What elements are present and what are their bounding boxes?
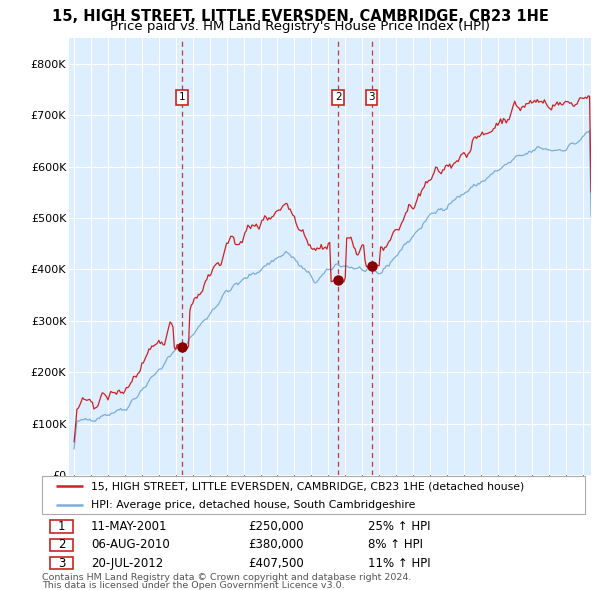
Text: 11-MAY-2001: 11-MAY-2001 [91,520,167,533]
Text: 8% ↑ HPI: 8% ↑ HPI [368,538,423,552]
Text: 2: 2 [58,538,65,552]
Text: 15, HIGH STREET, LITTLE EVERSDEN, CAMBRIDGE, CB23 1HE (detached house): 15, HIGH STREET, LITTLE EVERSDEN, CAMBRI… [91,481,524,491]
FancyBboxPatch shape [50,520,73,533]
Text: Price paid vs. HM Land Registry's House Price Index (HPI): Price paid vs. HM Land Registry's House … [110,20,490,33]
Text: 25% ↑ HPI: 25% ↑ HPI [368,520,430,533]
Text: 3: 3 [368,92,375,102]
Text: 1: 1 [58,520,65,533]
Text: 20-JUL-2012: 20-JUL-2012 [91,557,163,570]
Text: Contains HM Land Registry data © Crown copyright and database right 2024.: Contains HM Land Registry data © Crown c… [42,572,412,582]
Text: £407,500: £407,500 [248,557,304,570]
Text: 11% ↑ HPI: 11% ↑ HPI [368,557,430,570]
Text: 15, HIGH STREET, LITTLE EVERSDEN, CAMBRIDGE, CB23 1HE: 15, HIGH STREET, LITTLE EVERSDEN, CAMBRI… [52,9,548,24]
Text: This data is licensed under the Open Government Licence v3.0.: This data is licensed under the Open Gov… [42,581,344,590]
Text: 1: 1 [179,92,185,102]
FancyBboxPatch shape [42,476,585,514]
FancyBboxPatch shape [50,539,73,551]
FancyBboxPatch shape [50,557,73,569]
Text: £380,000: £380,000 [248,538,304,552]
Text: £250,000: £250,000 [248,520,304,533]
Text: 06-AUG-2010: 06-AUG-2010 [91,538,170,552]
Text: 3: 3 [58,557,65,570]
Text: 2: 2 [335,92,341,102]
Text: HPI: Average price, detached house, South Cambridgeshire: HPI: Average price, detached house, Sout… [91,500,415,510]
